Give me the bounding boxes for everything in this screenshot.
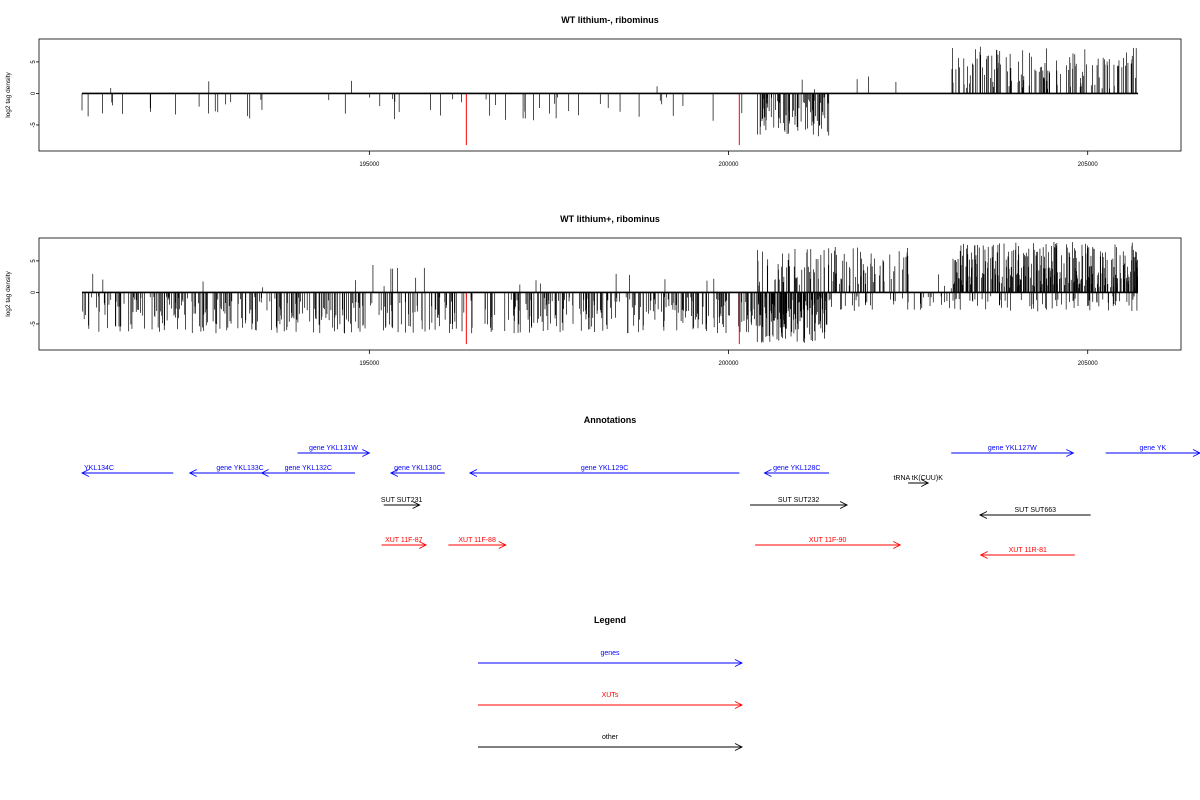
y-tick-label: 0	[31, 290, 37, 294]
x-tick-label: 205000	[1078, 162, 1099, 168]
annotation-label: XUT 11F-87	[385, 537, 423, 544]
panel-2-ylabel: log2 tag density	[5, 270, 12, 316]
annotation-arrow	[468, 469, 740, 477]
y-tick-label: 0	[31, 91, 37, 95]
panel-2-frame	[38, 237, 1182, 351]
legend-arrow	[478, 743, 744, 751]
annotation-label: SUT SUT231	[381, 497, 423, 504]
annotation-label: gene YK	[1139, 445, 1166, 452]
annotation-arrow	[381, 541, 428, 549]
annotation-label: gene YKL132C	[285, 465, 332, 472]
annotation-arrow	[80, 469, 174, 477]
x-tick-label: 195000	[359, 361, 380, 367]
annotation-arrow	[951, 449, 1075, 457]
legend-items: genes XUTs other	[478, 650, 744, 751]
annotation-label: gene YKL127W	[988, 445, 1037, 452]
annotation-arrow	[763, 469, 830, 477]
annotations-title: Annotations	[584, 415, 637, 425]
panel-1-title: WT lithium-, ribominus	[561, 15, 659, 25]
annotation-label: gene YKL130C	[394, 465, 441, 472]
panel-2-title: WT lithium+, ribominus	[560, 214, 660, 224]
legend-arrow	[478, 659, 744, 667]
annotation-arrow	[755, 541, 902, 549]
y-tick-label: -5	[31, 321, 37, 327]
panel-1-ylabel: log2 tag density	[5, 71, 12, 117]
y-tick-label: 5	[31, 259, 37, 263]
y-tick-label: 5	[31, 60, 37, 64]
annotation-label: gene YKL133C	[216, 465, 263, 472]
legend-panel: Legend genes XUTs other	[478, 615, 744, 751]
density-panel-2: WT lithium+, ribominus log2 tag density …	[5, 214, 1182, 367]
annotations-panel: Annotations YKL134C gene YKL133C gene YKL1…	[80, 415, 1200, 559]
x-tick-label: 195000	[359, 162, 380, 168]
annotation-arrow	[389, 469, 445, 477]
panel-1-bars	[81, 46, 1137, 146]
annotation-arrow	[297, 449, 371, 457]
annotation-arrow	[383, 501, 421, 509]
density-panel-1: WT lithium-, ribominus log2 tag density …	[5, 15, 1182, 168]
annotation-arrow	[979, 551, 1075, 559]
annotation-arrow	[908, 479, 930, 487]
annotation-arrow	[448, 541, 507, 549]
panel-1-frame	[38, 38, 1182, 152]
annotation-arrow	[260, 469, 355, 477]
x-tick-label: 205000	[1078, 361, 1099, 367]
annotation-arrow	[750, 501, 849, 509]
annotation-label: gene YKL129C	[581, 465, 628, 472]
legend-label: genes	[600, 650, 620, 657]
legend-arrow	[478, 701, 744, 709]
y-tick-label: -5	[31, 122, 37, 128]
panel-1-axes: -5 0 5 195000 200000 205000	[31, 60, 1138, 168]
annotation-label: gene YKL128C	[773, 465, 820, 472]
annotation-label: SUT SUT232	[778, 497, 820, 504]
annotation-arrow	[1105, 449, 1200, 457]
panel-2-axes: -5 0 5 195000 200000 205000	[31, 259, 1138, 367]
annotation-label: XUT 11F-88	[458, 537, 496, 544]
annotation-arrow	[978, 511, 1091, 519]
annotation-tracks: YKL134C gene YKL133C gene YKL132C gene YKL1…	[80, 445, 1200, 559]
annotation-label: SUT SUT663	[1015, 507, 1057, 514]
legend-label: other	[602, 734, 619, 741]
legend-title: Legend	[594, 615, 626, 625]
panel-2-bars	[82, 242, 1138, 345]
x-tick-label: 200000	[719, 361, 740, 367]
annotation-label: YKL134C	[84, 465, 114, 472]
annotation-label: XUT 11R-81	[1009, 547, 1047, 554]
annotation-label: XUT 11F-90	[809, 537, 847, 544]
x-tick-label: 200000	[719, 162, 740, 168]
legend-label: XUTs	[602, 692, 619, 699]
annotation-label: gene YKL131W	[309, 445, 358, 452]
annotation-label: tRNA tK(CUU)K	[893, 475, 943, 482]
